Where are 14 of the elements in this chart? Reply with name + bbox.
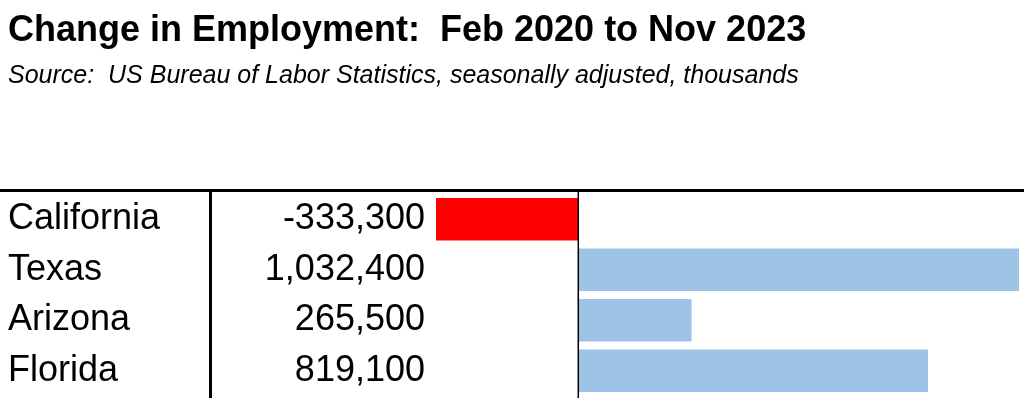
data-label: 1,032,400 [264,246,425,288]
data-label: 265,500 [294,297,425,339]
source-note: Source: US Bureau of Labor Statistics, seasonally adjusted, thousands [8,60,799,89]
data-label: 819,100 [294,347,425,389]
y-tick-label: California [8,196,162,238]
chart-title: Change in Employment: Feb 2020 to Nov 2023 [8,8,807,50]
y-tick-label: Texas [8,246,103,288]
bar [436,198,579,241]
data-label: -333,300 [282,196,425,238]
bar [578,248,1019,291]
bar [578,299,692,342]
bar [578,349,928,392]
y-tick-label: Arizona [8,297,132,339]
y-tick-label: Florida [8,347,120,389]
